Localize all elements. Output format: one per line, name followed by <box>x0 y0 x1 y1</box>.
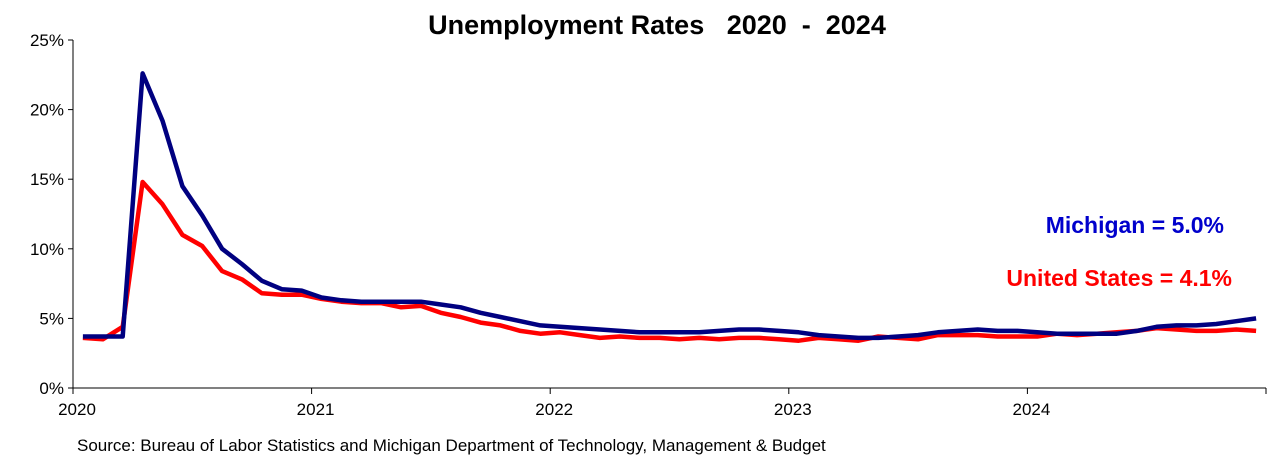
y-tick-label: 10% <box>30 240 64 259</box>
plot-area: 0% 5% 10% 15% 20% 25% 2020 2021 2022 2023 2024 <box>30 31 1267 419</box>
x-tick-label: 2023 <box>774 400 812 419</box>
x-tick-label: 2024 <box>1012 400 1050 419</box>
y-tick-label: 5% <box>39 309 64 328</box>
annotation-united-states: United States = 4.1% <box>1006 265 1232 291</box>
series-line-mi <box>82 71 1257 341</box>
y-tick-label: 25% <box>30 31 64 50</box>
y-tick-label: 20% <box>30 101 64 120</box>
y-tick-label: 15% <box>30 170 64 189</box>
x-tick-label: 2022 <box>535 400 573 419</box>
annotation-michigan: Michigan = 5.0% <box>1046 212 1224 238</box>
source-note: Source: Bureau of Labor Statistics and M… <box>77 436 826 455</box>
x-tick-label: 2021 <box>297 400 335 419</box>
x-tick-label: 2020 <box>58 400 96 419</box>
chart-title: Unemployment Rates 2020 - 2024 <box>428 10 886 40</box>
series-line-us <box>82 179 1257 343</box>
y-tick-label: 0% <box>39 379 64 398</box>
